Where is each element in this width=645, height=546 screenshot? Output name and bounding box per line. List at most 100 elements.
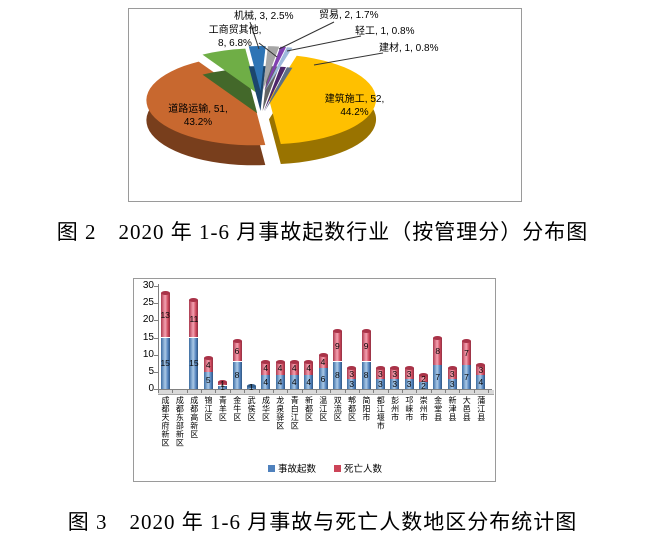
pie-slice-轻工 — [263, 46, 286, 92]
bar-segment-accidents — [289, 375, 299, 389]
bar-segment-accidents — [189, 337, 199, 389]
bar-cylinder-cap — [203, 356, 213, 361]
pie-label-maoyi: 贸易, 2, 1.7% — [319, 10, 379, 21]
x-axis-label: 金堂县 — [433, 396, 443, 422]
pie-label-jiancai: 建材, 1, 0.8% — [379, 43, 439, 54]
bar-cylinder-cap — [361, 328, 371, 333]
x-axis-tick-mark — [459, 390, 461, 393]
bar-segment-deaths — [304, 361, 314, 376]
bar-value-label-accidents: 3 — [406, 378, 412, 389]
x-axis-label: 武侯区 — [247, 396, 257, 422]
x-axis-label: 大邑县 — [462, 396, 472, 422]
x-axis-label: 金牛区 — [232, 396, 242, 422]
pie-label-jixie: 机械, 3, 2.5% — [234, 11, 294, 22]
bar-cylinder-cap — [447, 366, 457, 371]
x-axis-label: 龙泉驿区 — [275, 396, 285, 430]
accidents-legend-label: 事故起数 — [277, 464, 316, 475]
bar-segment-accidents — [160, 337, 170, 389]
pie-slices — [146, 46, 377, 166]
bar-segment-accidents — [404, 378, 414, 389]
x-axis-tick-mark — [287, 390, 289, 393]
x-axis-label: 双流区 — [333, 396, 343, 422]
bar-segment-accidents — [375, 378, 385, 389]
bar-segment-accidents — [218, 385, 228, 389]
bar-segment-deaths — [433, 337, 443, 365]
y-axis-tick-mark — [154, 371, 158, 373]
bar-segment-accidents — [232, 361, 242, 389]
x-axis-tick-mark — [430, 390, 432, 393]
bar-segment-deaths — [203, 358, 213, 372]
x-axis-label: 成华区 — [261, 396, 271, 422]
y-axis-tick-label: 0 — [148, 383, 154, 394]
bar-segment-deaths — [289, 361, 299, 376]
bar-cylinder-cap — [189, 297, 199, 302]
bar-value-label-accidents: 1 — [248, 382, 254, 393]
figure3-caption: 图 3 2020 年 1-6 月事故与死亡人数地区分布统计图 — [67, 510, 578, 534]
pie-slice-建材 — [264, 47, 293, 92]
bar-value-label-accidents: 4 — [263, 377, 269, 388]
x-axis-tick-mark — [445, 390, 446, 393]
bar-value-label-accidents: 8 — [363, 370, 369, 381]
bar-cylinder-cap — [218, 380, 228, 385]
bar-value-label-accidents: 7 — [464, 372, 469, 382]
x-axis-tick-mark — [373, 390, 375, 393]
x-axis-tick-mark — [158, 390, 159, 393]
x-axis-tick-mark — [244, 390, 246, 393]
bar-value-label-deaths: 13 — [160, 310, 170, 321]
x-axis-label: 温江区 — [318, 396, 328, 422]
bar-value-label-deaths: 3 — [406, 368, 412, 379]
deaths-legend-swatch — [334, 464, 341, 472]
bar-value-label-deaths: 1 — [220, 378, 225, 389]
bar-value-label-accidents: 4 — [291, 377, 297, 388]
bar-cylinder-cap — [261, 359, 271, 364]
x-axis-label: 新津县 — [448, 396, 457, 422]
y-axis-line — [158, 284, 159, 390]
bar-value-label-deaths: 11 — [189, 313, 199, 324]
y-axis-tick-label: 30 — [142, 280, 154, 291]
x-axis-tick-mark — [330, 390, 332, 393]
y-axis-tick-label: 25 — [142, 297, 154, 309]
bar-segment-deaths — [375, 368, 385, 379]
bar-segment-accidents — [462, 365, 471, 389]
pie-slice-工商贸其他 — [202, 48, 258, 94]
y-axis-tick-mark — [154, 354, 158, 356]
bar-segment-accidents — [390, 378, 400, 389]
bar-cylinder-cap — [289, 359, 299, 364]
bar-cylinder-cap — [232, 338, 242, 343]
bar-cylinder-cap — [462, 338, 471, 343]
x-axis-label: 彭州市 — [390, 396, 400, 422]
x-axis-tick-mark — [387, 390, 389, 393]
x-axis-label: 崇州市 — [419, 396, 429, 422]
x-axis-tick-mark — [201, 390, 202, 393]
x-axis-label: 都江堰市 — [376, 396, 386, 430]
bar-value-label-deaths: 9 — [335, 341, 340, 352]
bar-cylinder-cap — [375, 366, 385, 371]
bar-segment-accidents — [261, 375, 271, 389]
x-axis-label: 新都区 — [304, 396, 314, 422]
x-axis-label: 成都天府新区 — [161, 396, 170, 447]
pie-slice-道路运输 — [146, 61, 266, 146]
bar-chart-figure: 15 13 15 11 5 4 1 1 8 6 1 4 4 4 4 4 4 4 4 6 4 8 9 3 3 8 9 3 3 3 3 3 3 2 2 7… — [133, 278, 496, 482]
bar-cylinder-cap — [246, 383, 256, 388]
y-axis-tick-label: 10 — [142, 348, 154, 360]
bar-cylinder-cap — [419, 373, 428, 378]
bar-segment-accidents — [347, 378, 357, 389]
bar-segment-deaths — [447, 368, 457, 379]
x-axis-label: 简阳市 — [361, 396, 371, 422]
x-axis-tick-mark — [229, 390, 231, 393]
y-axis-tick-label: 20 — [142, 314, 154, 326]
y-axis-tick-mark — [154, 286, 158, 287]
bar-segment-deaths — [347, 368, 357, 379]
bar-cylinder-cap — [433, 335, 443, 340]
bar-cylinder-cap — [275, 359, 285, 364]
bar-value-label-deaths: 3 — [449, 368, 455, 379]
bar-cylinder-cap — [404, 366, 414, 371]
pie-label-qinggong: 轻工, 1, 0.8% — [355, 26, 415, 37]
x-axis-line — [158, 389, 492, 390]
x-axis-label: 青羊区 — [218, 396, 228, 422]
x-axis-tick-mark — [258, 390, 260, 393]
bar-segment-accidents — [275, 375, 285, 389]
x-axis-tick-mark — [488, 390, 490, 393]
pie-slice-建筑施工 — [269, 55, 377, 144]
bar-value-label-accidents: 5 — [205, 375, 211, 386]
